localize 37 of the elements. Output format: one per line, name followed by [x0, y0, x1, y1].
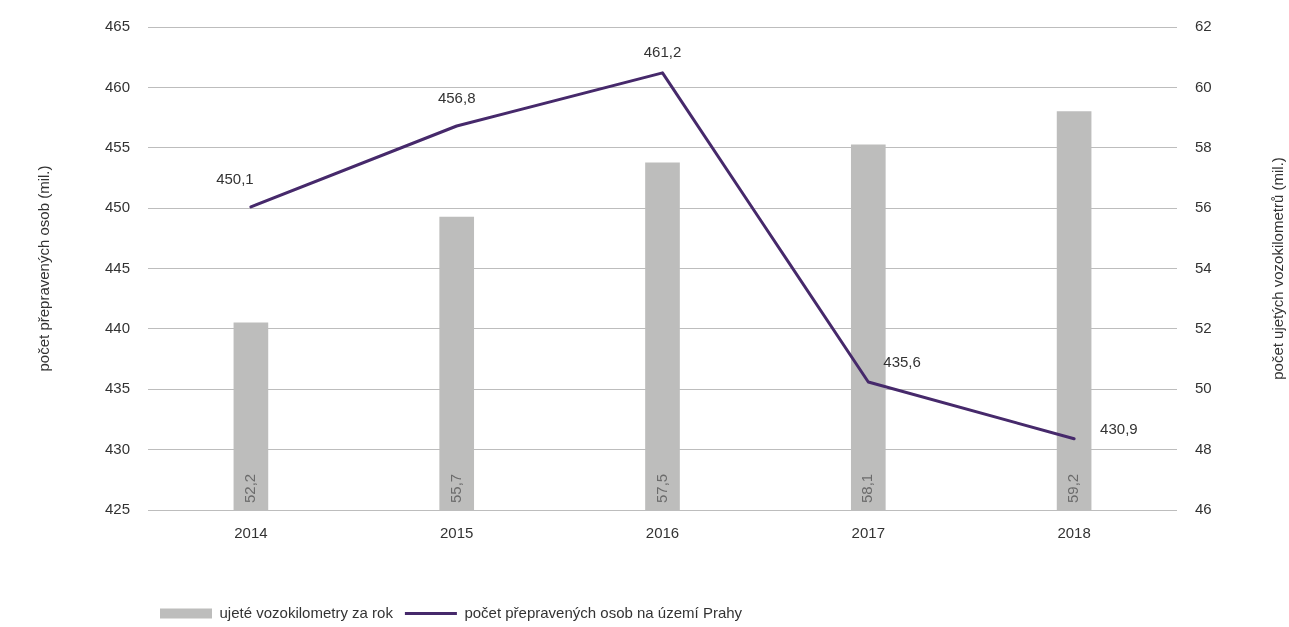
y2-tick-label: 54: [1195, 258, 1212, 276]
x-tick-label: 2014: [234, 524, 268, 542]
y-tick-label: 450: [104, 198, 130, 216]
y2-axis-title: počet ujetých vozokilometrů (mil.): [1269, 157, 1287, 380]
data-label: 450,1: [216, 170, 254, 188]
data-label: 58,1: [858, 473, 876, 503]
y-tick-label: 440: [104, 319, 130, 337]
legend-label: počet přepravených osob na území Prahy: [464, 603, 743, 621]
data-label: 435,6: [883, 353, 921, 371]
x-tick-label: 2016: [645, 524, 680, 542]
x-tick-label: 2017: [851, 524, 885, 542]
y2-tick-label: 56: [1195, 198, 1212, 216]
data-label: 55,7: [446, 473, 464, 503]
x-tick-label: 2018: [1057, 524, 1091, 542]
y2-tick-label: 52: [1195, 319, 1212, 337]
data-label: 461,2: [643, 43, 682, 61]
data-label: 430,9: [1100, 419, 1138, 437]
data-label: 456,8: [437, 89, 476, 107]
y2-tick-label: 50: [1195, 379, 1212, 397]
y-tick-label: 465: [104, 17, 130, 35]
x-tick-label: 2015: [440, 524, 474, 542]
y2-tick-label: 46: [1195, 500, 1212, 518]
y2-tick-label: 58: [1195, 137, 1212, 155]
y-tick-label: 455: [104, 137, 130, 155]
y2-tick-label: 60: [1195, 77, 1212, 95]
y-tick-label: 425: [104, 500, 130, 518]
y2-tick-label: 62: [1195, 17, 1212, 35]
y-tick-label: 460: [104, 77, 130, 95]
y-tick-label: 435: [104, 379, 130, 397]
data-label: 57,5: [652, 473, 670, 503]
data-label: 52,2: [241, 473, 259, 503]
y2-tick-label: 48: [1195, 439, 1212, 457]
data-label: 59,2: [1064, 473, 1082, 503]
y-tick-label: 430: [104, 439, 130, 457]
y-tick-label: 445: [104, 258, 130, 276]
legend-label: ujeté vozokilometry za rok: [219, 603, 394, 621]
y-axis-title: počet přepravených osob (mil.): [35, 165, 53, 372]
